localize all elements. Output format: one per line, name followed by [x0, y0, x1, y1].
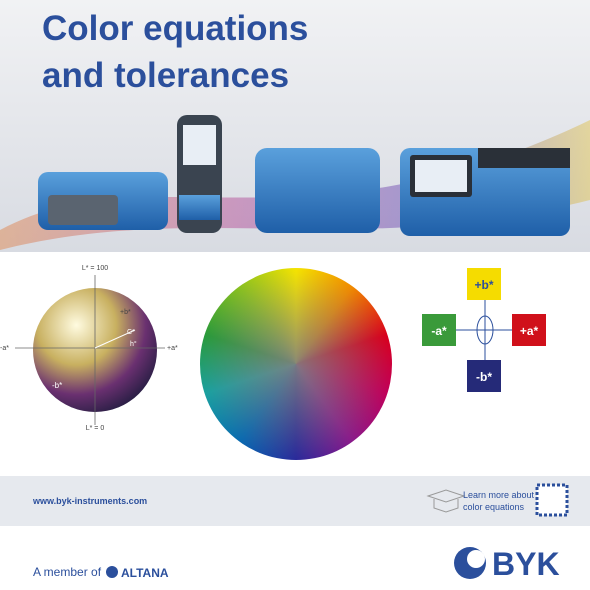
- label: -b*: [476, 370, 492, 384]
- title: and tolerances: [42, 56, 289, 95]
- label: L* = 0: [86, 425, 105, 432]
- axis-box: [512, 314, 546, 346]
- instrument: [478, 148, 570, 168]
- label: C*: [127, 329, 135, 336]
- byk-logo: [467, 550, 485, 568]
- icon: [426, 489, 466, 513]
- label: -a*: [431, 324, 447, 338]
- instrument-screen: [415, 160, 467, 192]
- label: +b*: [120, 309, 131, 316]
- instrument: [48, 195, 118, 225]
- altana-logo: [106, 566, 118, 578]
- label: +a*: [520, 324, 539, 338]
- color-wheel: [200, 268, 392, 460]
- label: -b*: [52, 381, 62, 390]
- label: +b*: [474, 278, 493, 292]
- axis-box: [422, 314, 456, 346]
- byk: BYK: [492, 546, 560, 582]
- url[interactable]: www.byk-instruments.com: [32, 496, 147, 506]
- link[interactable]: color equations: [463, 502, 525, 512]
- link[interactable]: Learn more about: [463, 490, 535, 500]
- instrument-screen: [183, 125, 216, 165]
- label: L* = 100: [82, 265, 108, 272]
- title: Color equations: [42, 9, 308, 48]
- label: h°: [130, 340, 137, 348]
- altana: ALTANA: [121, 566, 169, 580]
- axis-box: [467, 268, 501, 300]
- member-text: A member of: [33, 565, 102, 579]
- label: -a*: [0, 345, 9, 352]
- axis: [94, 329, 136, 349]
- footer-bg: [0, 476, 590, 526]
- axis-box: [467, 360, 501, 392]
- instrument: [255, 148, 380, 233]
- instrument: [179, 195, 220, 220]
- axis: [476, 315, 494, 345]
- qr-code[interactable]: [535, 483, 569, 517]
- label: +a*: [167, 345, 178, 352]
